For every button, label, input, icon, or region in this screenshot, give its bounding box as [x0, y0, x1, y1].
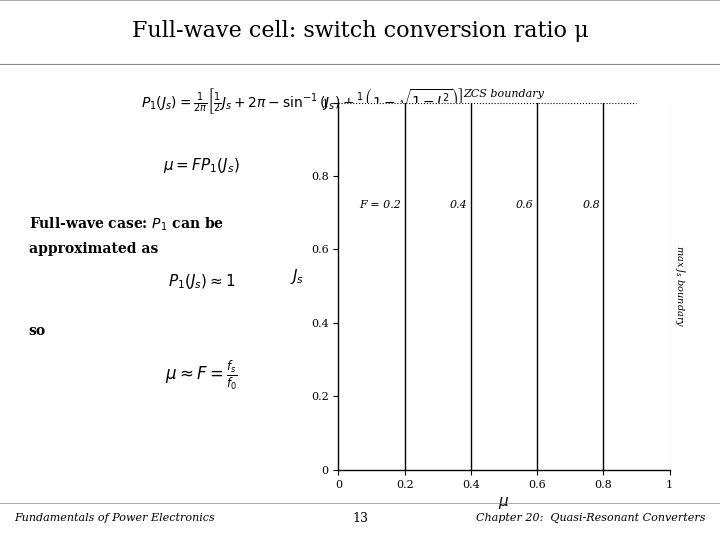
Text: 0.4: 0.4: [450, 200, 467, 211]
Text: Chapter 20:  Quasi-Resonant Converters: Chapter 20: Quasi-Resonant Converters: [476, 514, 706, 523]
Text: $\mu \approx F = \frac{f_s}{f_0}$: $\mu \approx F = \frac{f_s}{f_0}$: [165, 359, 238, 392]
Text: $\mu = FP_1(J_s)$: $\mu = FP_1(J_s)$: [163, 156, 240, 174]
Text: 0.8: 0.8: [582, 200, 600, 211]
Text: max $J_s$ boundary: max $J_s$ boundary: [673, 245, 687, 327]
X-axis label: $\mu$: $\mu$: [498, 495, 510, 511]
Text: so: so: [29, 324, 46, 338]
Text: Fundamentals of Power Electronics: Fundamentals of Power Electronics: [14, 514, 215, 523]
Text: $P_1(J_s) = \frac{1}{2\pi}\left[\frac{1}{2}J_s + 2\pi - \sin^{-1}(J_s) + \frac{1: $P_1(J_s) = \frac{1}{2\pi}\left[\frac{1}…: [141, 86, 464, 116]
Text: 0.6: 0.6: [516, 200, 534, 211]
Text: 13: 13: [352, 512, 368, 525]
Y-axis label: $J_s$: $J_s$: [290, 267, 304, 286]
Text: $P_1(J_s) \approx 1$: $P_1(J_s) \approx 1$: [168, 272, 235, 291]
Text: Full-wave cell: switch conversion ratio μ: Full-wave cell: switch conversion ratio …: [132, 20, 588, 42]
Text: approximated as: approximated as: [29, 242, 158, 256]
Text: Full-wave case: $P_1$ can be: Full-wave case: $P_1$ can be: [29, 216, 224, 233]
Text: ZCS boundary: ZCS boundary: [464, 89, 544, 99]
Text: F = 0.2: F = 0.2: [359, 200, 401, 211]
